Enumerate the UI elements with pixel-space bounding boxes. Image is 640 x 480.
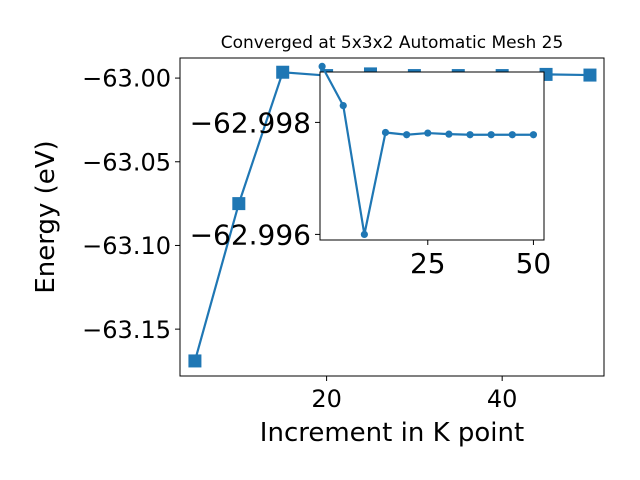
main-y-tick-label: −63.05	[82, 148, 171, 176]
inset-plot: 25 50 −62.998 −62.996	[190, 62, 552, 280]
main-data-point	[276, 65, 290, 79]
inset-data-point	[445, 130, 453, 138]
x-axis-label: Increment in K point	[260, 418, 524, 448]
main-y-tick-label: −63.00	[82, 65, 171, 93]
inset-series-markers	[318, 62, 538, 238]
inset-data-point	[424, 129, 432, 137]
main-plot-frame	[179, 57, 605, 377]
main-x-tick-label: 40	[487, 385, 518, 413]
main-x-tick-label: 20	[311, 385, 342, 413]
inset-data-point	[381, 128, 390, 137]
main-data-point	[232, 197, 246, 211]
main-y-tick-label: −63.10	[82, 232, 171, 260]
inset-x-tick-label: 50	[516, 247, 552, 280]
inset-y-tick-label: −62.998	[190, 106, 311, 139]
main-ticks: 20 40 −63.15 −63.10 −63.05 −63.00	[82, 65, 517, 413]
inset-plot-frame	[319, 71, 545, 241]
chart-title: Converged at 5x3x2 Automatic Mesh 25	[221, 33, 564, 53]
y-axis-label: Energy (eV)	[31, 140, 61, 293]
main-y-tick-label: −63.15	[82, 316, 171, 344]
inset-data-point	[508, 131, 516, 139]
inset-data-point	[466, 131, 474, 139]
main-data-point	[583, 68, 597, 82]
main-data-point	[188, 354, 202, 368]
inset-data-point	[529, 131, 538, 139]
inset-data-point	[339, 102, 347, 110]
inset-data-point	[487, 131, 495, 139]
inset-data-point	[318, 62, 326, 70]
inset-ticks: 25 50 −62.998 −62.996	[190, 106, 552, 280]
inset-x-tick-label: 25	[410, 247, 446, 280]
inset-data-point	[360, 230, 368, 238]
inset-data-point	[403, 131, 411, 139]
inset-y-tick-label: −62.996	[190, 218, 311, 251]
